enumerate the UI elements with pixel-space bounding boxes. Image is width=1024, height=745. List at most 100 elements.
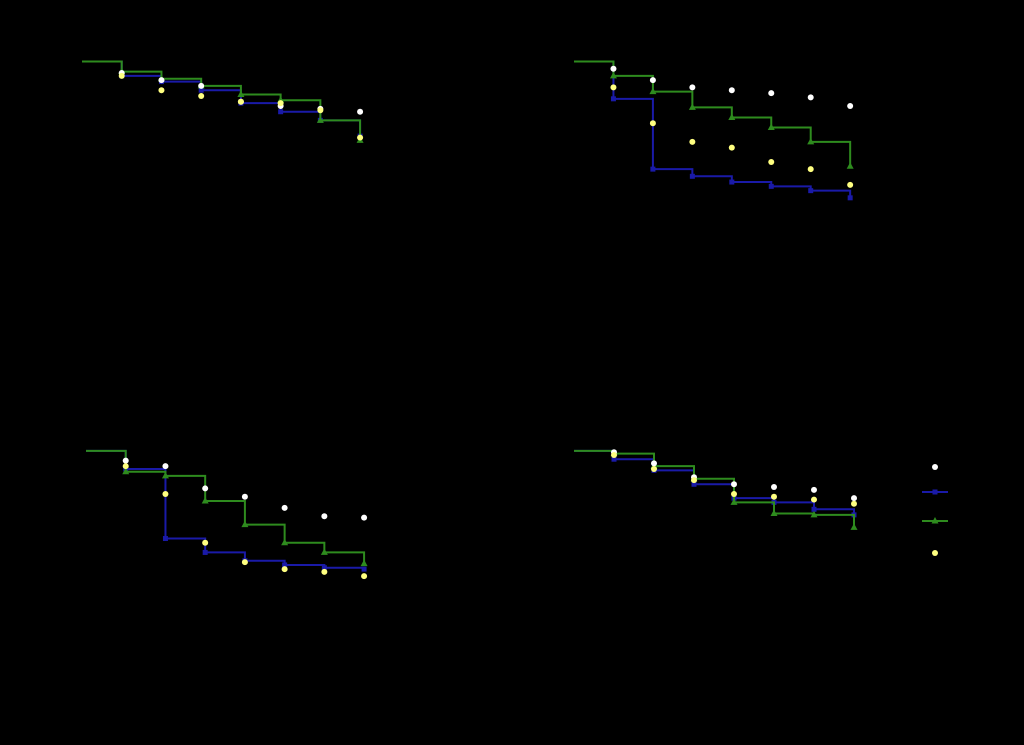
top-right-white-point-2 <box>689 84 696 91</box>
top-right-white-point-5 <box>807 94 814 101</box>
top-right-yellow-point-3 <box>728 144 735 151</box>
bottom-right-green-marker-6 <box>850 523 858 530</box>
top-left-blue-marker-4 <box>278 109 284 115</box>
bottom-left-yellow-point-4 <box>281 566 288 573</box>
legend-blue-marker <box>932 489 938 495</box>
top-left-yellow-point-3 <box>237 98 244 105</box>
top-right-blue-marker-3 <box>729 179 735 185</box>
top-right-blue-marker-1 <box>650 166 656 172</box>
top-right-blue-marker-6 <box>847 195 853 201</box>
bottom-right-yellow-point-0 <box>611 452 617 459</box>
bottom-right-blue-marker-5 <box>811 506 817 512</box>
top-right-blue-marker-4 <box>768 183 774 189</box>
bottom-left-white-point-2 <box>202 485 209 492</box>
bottom-right-yellow-point-6 <box>851 500 857 507</box>
top-right-white-point-4 <box>768 90 775 97</box>
top-left-green-step-line <box>82 60 362 141</box>
bottom-left-yellow-point-3 <box>241 559 248 566</box>
bottom-left-white-point-0 <box>122 457 129 464</box>
bottom-left-blue-marker-2 <box>202 549 208 555</box>
bottom-left-white-point-3 <box>241 493 248 500</box>
bottom-left-green-marker-2 <box>201 496 209 504</box>
bottom-right-green-marker-4 <box>770 509 778 516</box>
top-right-yellow-point-6 <box>847 181 854 188</box>
top-right-green-marker-5 <box>807 137 815 145</box>
bottom-left-green-marker-4 <box>281 538 289 546</box>
bottom-left-green-marker-1 <box>161 471 169 479</box>
top-right-white-point-1 <box>649 77 656 84</box>
bottom-left-yellow-point-0 <box>122 463 129 470</box>
legend-yellow-point <box>932 550 938 556</box>
bottom-right-green-marker-5 <box>810 510 818 518</box>
top-right-white-point-6 <box>847 103 854 109</box>
bottom-right-blue-marker-2 <box>691 481 697 487</box>
top-left-yellow-point-5 <box>317 107 324 114</box>
top-left-green-marker-3 <box>237 90 245 98</box>
top-right-green-marker-4 <box>767 123 775 131</box>
top-left-yellow-point-0 <box>118 72 125 79</box>
panel-top-right <box>574 60 854 201</box>
bottom-left-white-point-6 <box>361 514 368 521</box>
legend-white-point <box>932 464 938 470</box>
bottom-left-yellow-point-2 <box>202 539 209 546</box>
bottom-right-white-point-3 <box>731 481 737 488</box>
top-left-yellow-point-2 <box>198 92 205 99</box>
top-left-yellow-point-6 <box>357 134 364 141</box>
top-right-green-marker-3 <box>728 113 736 120</box>
legend <box>922 464 948 556</box>
top-left-green-marker-5 <box>316 116 324 123</box>
top-left-yellow-point-1 <box>158 87 165 94</box>
bottom-right-white-point-6 <box>851 495 857 502</box>
panel-top-left <box>82 60 364 143</box>
top-right-yellow-point-2 <box>689 138 696 145</box>
top-right-green-marker-0 <box>609 71 617 79</box>
top-left-white-point-1 <box>158 77 165 84</box>
top-right-white-point-3 <box>728 87 735 94</box>
top-right-blue-marker-0 <box>610 96 616 102</box>
bottom-right-white-point-5 <box>811 486 817 493</box>
top-right-blue-marker-2 <box>689 173 695 179</box>
panel-bottom-left <box>86 449 368 580</box>
bottom-left-green-marker-0 <box>122 467 130 475</box>
bottom-right-yellow-point-3 <box>731 491 737 497</box>
bottom-left-green-marker-6 <box>360 559 368 567</box>
top-right-yellow-point-0 <box>610 84 617 91</box>
bottom-left-blue-marker-4 <box>282 562 288 568</box>
top-right-yellow-point-5 <box>807 166 814 173</box>
top-left-yellow-point-4 <box>277 100 284 107</box>
top-left-blue-marker-2 <box>198 87 204 93</box>
top-right-yellow-point-4 <box>768 158 775 165</box>
bottom-right-yellow-point-2 <box>691 477 697 484</box>
bottom-right-yellow-point-5 <box>811 496 817 503</box>
bottom-left-yellow-point-6 <box>361 573 368 580</box>
top-right-yellow-point-1 <box>649 120 656 127</box>
top-right-green-marker-1 <box>649 87 657 95</box>
top-left-white-point-2 <box>198 82 205 89</box>
bottom-right-green-marker-3 <box>730 498 738 505</box>
bottom-right-white-point-4 <box>771 484 777 491</box>
bottom-right-yellow-point-1 <box>651 465 657 472</box>
bottom-left-yellow-point-1 <box>162 491 169 497</box>
bottom-left-white-point-4 <box>281 504 288 511</box>
bottom-left-green-marker-5 <box>320 548 328 555</box>
bottom-left-blue-marker-5 <box>321 565 327 571</box>
top-right-green-marker-6 <box>846 162 854 169</box>
panel-bottom-right <box>574 449 858 530</box>
bottom-left-blue-marker-1 <box>162 536 168 542</box>
top-left-white-point-6 <box>357 108 364 115</box>
bottom-left-white-point-1 <box>162 463 169 470</box>
bottom-right-blue-marker-0 <box>611 456 617 462</box>
top-right-green-step-line <box>574 60 852 167</box>
top-right-green-marker-2 <box>688 103 696 110</box>
bottom-left-yellow-point-5 <box>321 568 328 575</box>
bottom-right-yellow-point-4 <box>771 493 777 500</box>
bottom-left-green-marker-3 <box>241 520 249 528</box>
bottom-left-blue-marker-6 <box>361 566 367 572</box>
top-right-blue-marker-5 <box>808 188 814 194</box>
bottom-left-white-point-5 <box>321 513 328 520</box>
panels <box>82 60 858 580</box>
legend-green-marker <box>931 517 939 524</box>
